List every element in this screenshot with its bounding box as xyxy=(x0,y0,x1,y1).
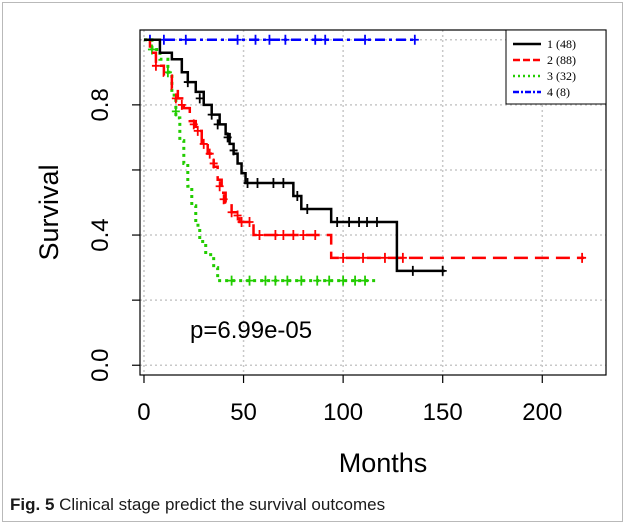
series-1-censor-mark xyxy=(229,145,238,156)
series-3-censor-mark xyxy=(163,67,172,78)
series-2-censor-mark xyxy=(380,252,389,263)
y-axis-label: Survival xyxy=(34,164,64,260)
series-2-censor-mark xyxy=(578,252,587,263)
series-3-line xyxy=(143,38,379,283)
series-2-censor-mark xyxy=(279,230,288,241)
series-3-censor-mark xyxy=(283,275,292,286)
series-2-censor-mark xyxy=(215,181,224,192)
x-tick-label: 50 xyxy=(230,399,257,426)
p-value-annotation: p=6.99e-05 xyxy=(190,317,312,344)
y-tick-label: 0.0 xyxy=(87,349,114,382)
series-4-censor-mark xyxy=(233,34,242,45)
series-1-censor-mark xyxy=(279,177,288,188)
series-2-censor-mark xyxy=(339,252,348,263)
series-1-censor-mark xyxy=(243,177,252,188)
series-4-censor-mark xyxy=(410,34,419,45)
series-2-censor-mark xyxy=(255,230,264,241)
series-1-censor-mark xyxy=(269,177,278,188)
series-2-censor-mark xyxy=(227,207,236,218)
series-3-censor-mark xyxy=(147,44,156,55)
series-3-censor-mark xyxy=(361,275,370,286)
series-4-censor-mark xyxy=(159,34,168,45)
series-3-censor-mark xyxy=(271,275,280,286)
series-1-censor-mark xyxy=(207,109,216,120)
series-4-censor-mark xyxy=(311,34,320,45)
series-3-censor-mark xyxy=(171,106,180,117)
series-2-censor-mark xyxy=(398,252,407,263)
caption-label: Fig. 5 xyxy=(10,495,55,514)
series-1-censor-mark xyxy=(253,177,262,188)
series-4-censor-mark xyxy=(265,34,274,45)
legend-label-1: 1 (48) xyxy=(547,37,576,51)
y-tick-label: 0.8 xyxy=(87,88,114,121)
series-1-censor-mark xyxy=(438,265,447,276)
series-4-censor-mark xyxy=(281,34,290,45)
series-2-censor-mark xyxy=(193,125,202,136)
x-axis-label: Months xyxy=(339,448,428,478)
series-3-censor-mark xyxy=(261,275,270,286)
y-tick-label: 0.4 xyxy=(87,218,114,251)
figure-caption: Fig. 5 Clinical stage predict the surviv… xyxy=(10,495,385,515)
series-2-censor-mark xyxy=(209,158,218,169)
series-2-censor-mark xyxy=(205,148,214,159)
series-1-censor-mark xyxy=(355,217,364,228)
series-1-censor-mark xyxy=(408,265,417,276)
series-3-censor-mark xyxy=(351,275,360,286)
caption-text: Clinical stage predict the survival outc… xyxy=(54,495,386,514)
series-2-censor-mark xyxy=(189,119,198,130)
series-1-censor-mark xyxy=(333,217,342,228)
x-tick-label: 150 xyxy=(423,399,463,426)
series-2-censor-mark xyxy=(271,230,280,241)
series-4-censor-mark xyxy=(321,34,330,45)
x-tick-label: 100 xyxy=(323,399,363,426)
x-tick-label: 0 xyxy=(137,399,150,426)
series-3-censor-mark xyxy=(297,275,306,286)
series-2-censor-mark xyxy=(245,217,254,228)
series-2-censor-mark xyxy=(199,138,208,149)
series-1-censor-mark xyxy=(213,119,222,130)
series-2-censor-mark xyxy=(359,252,368,263)
series-1-censor-mark xyxy=(345,217,354,228)
series-2-censor-mark xyxy=(219,194,228,205)
legend-label-3: 3 (32) xyxy=(547,69,576,83)
series-1-censor-mark xyxy=(303,204,312,215)
series-1-censor-mark xyxy=(293,190,302,201)
series-2-censor-mark xyxy=(311,230,320,241)
series-2-censor-mark xyxy=(299,230,308,241)
legend-label-4: 4 (8) xyxy=(547,85,570,99)
series-2-censor-mark xyxy=(289,230,298,241)
series-2-censor-mark xyxy=(177,99,186,110)
series-3-censor-mark xyxy=(245,275,254,286)
series-2-censor-mark xyxy=(237,217,246,228)
series-1-censor-mark xyxy=(363,217,372,228)
series-1-censor-mark xyxy=(223,132,232,143)
x-tick-label: 200 xyxy=(522,399,562,426)
legend: 1 (48) 2 (88) 3 (32) 4 (8) xyxy=(505,29,607,105)
series-4-censor-mark xyxy=(181,34,190,45)
series-2-censor-mark xyxy=(151,60,160,71)
series-2-censor-mark xyxy=(171,93,180,104)
series-3-censor-mark xyxy=(227,275,236,286)
series-1-censor-mark xyxy=(183,77,192,88)
series-1-censor-mark xyxy=(195,93,204,104)
plot-area xyxy=(139,29,607,376)
series-1-censor-mark xyxy=(372,217,381,228)
series-3-censor-mark xyxy=(339,275,348,286)
series-2-censor-mark xyxy=(233,210,242,221)
series-3-censor-mark xyxy=(325,275,334,286)
series-3-censor-mark xyxy=(313,275,322,286)
legend-label-2: 2 (88) xyxy=(547,53,576,67)
series-4-censor-mark xyxy=(251,34,260,45)
series-4-censor-mark xyxy=(361,34,370,45)
